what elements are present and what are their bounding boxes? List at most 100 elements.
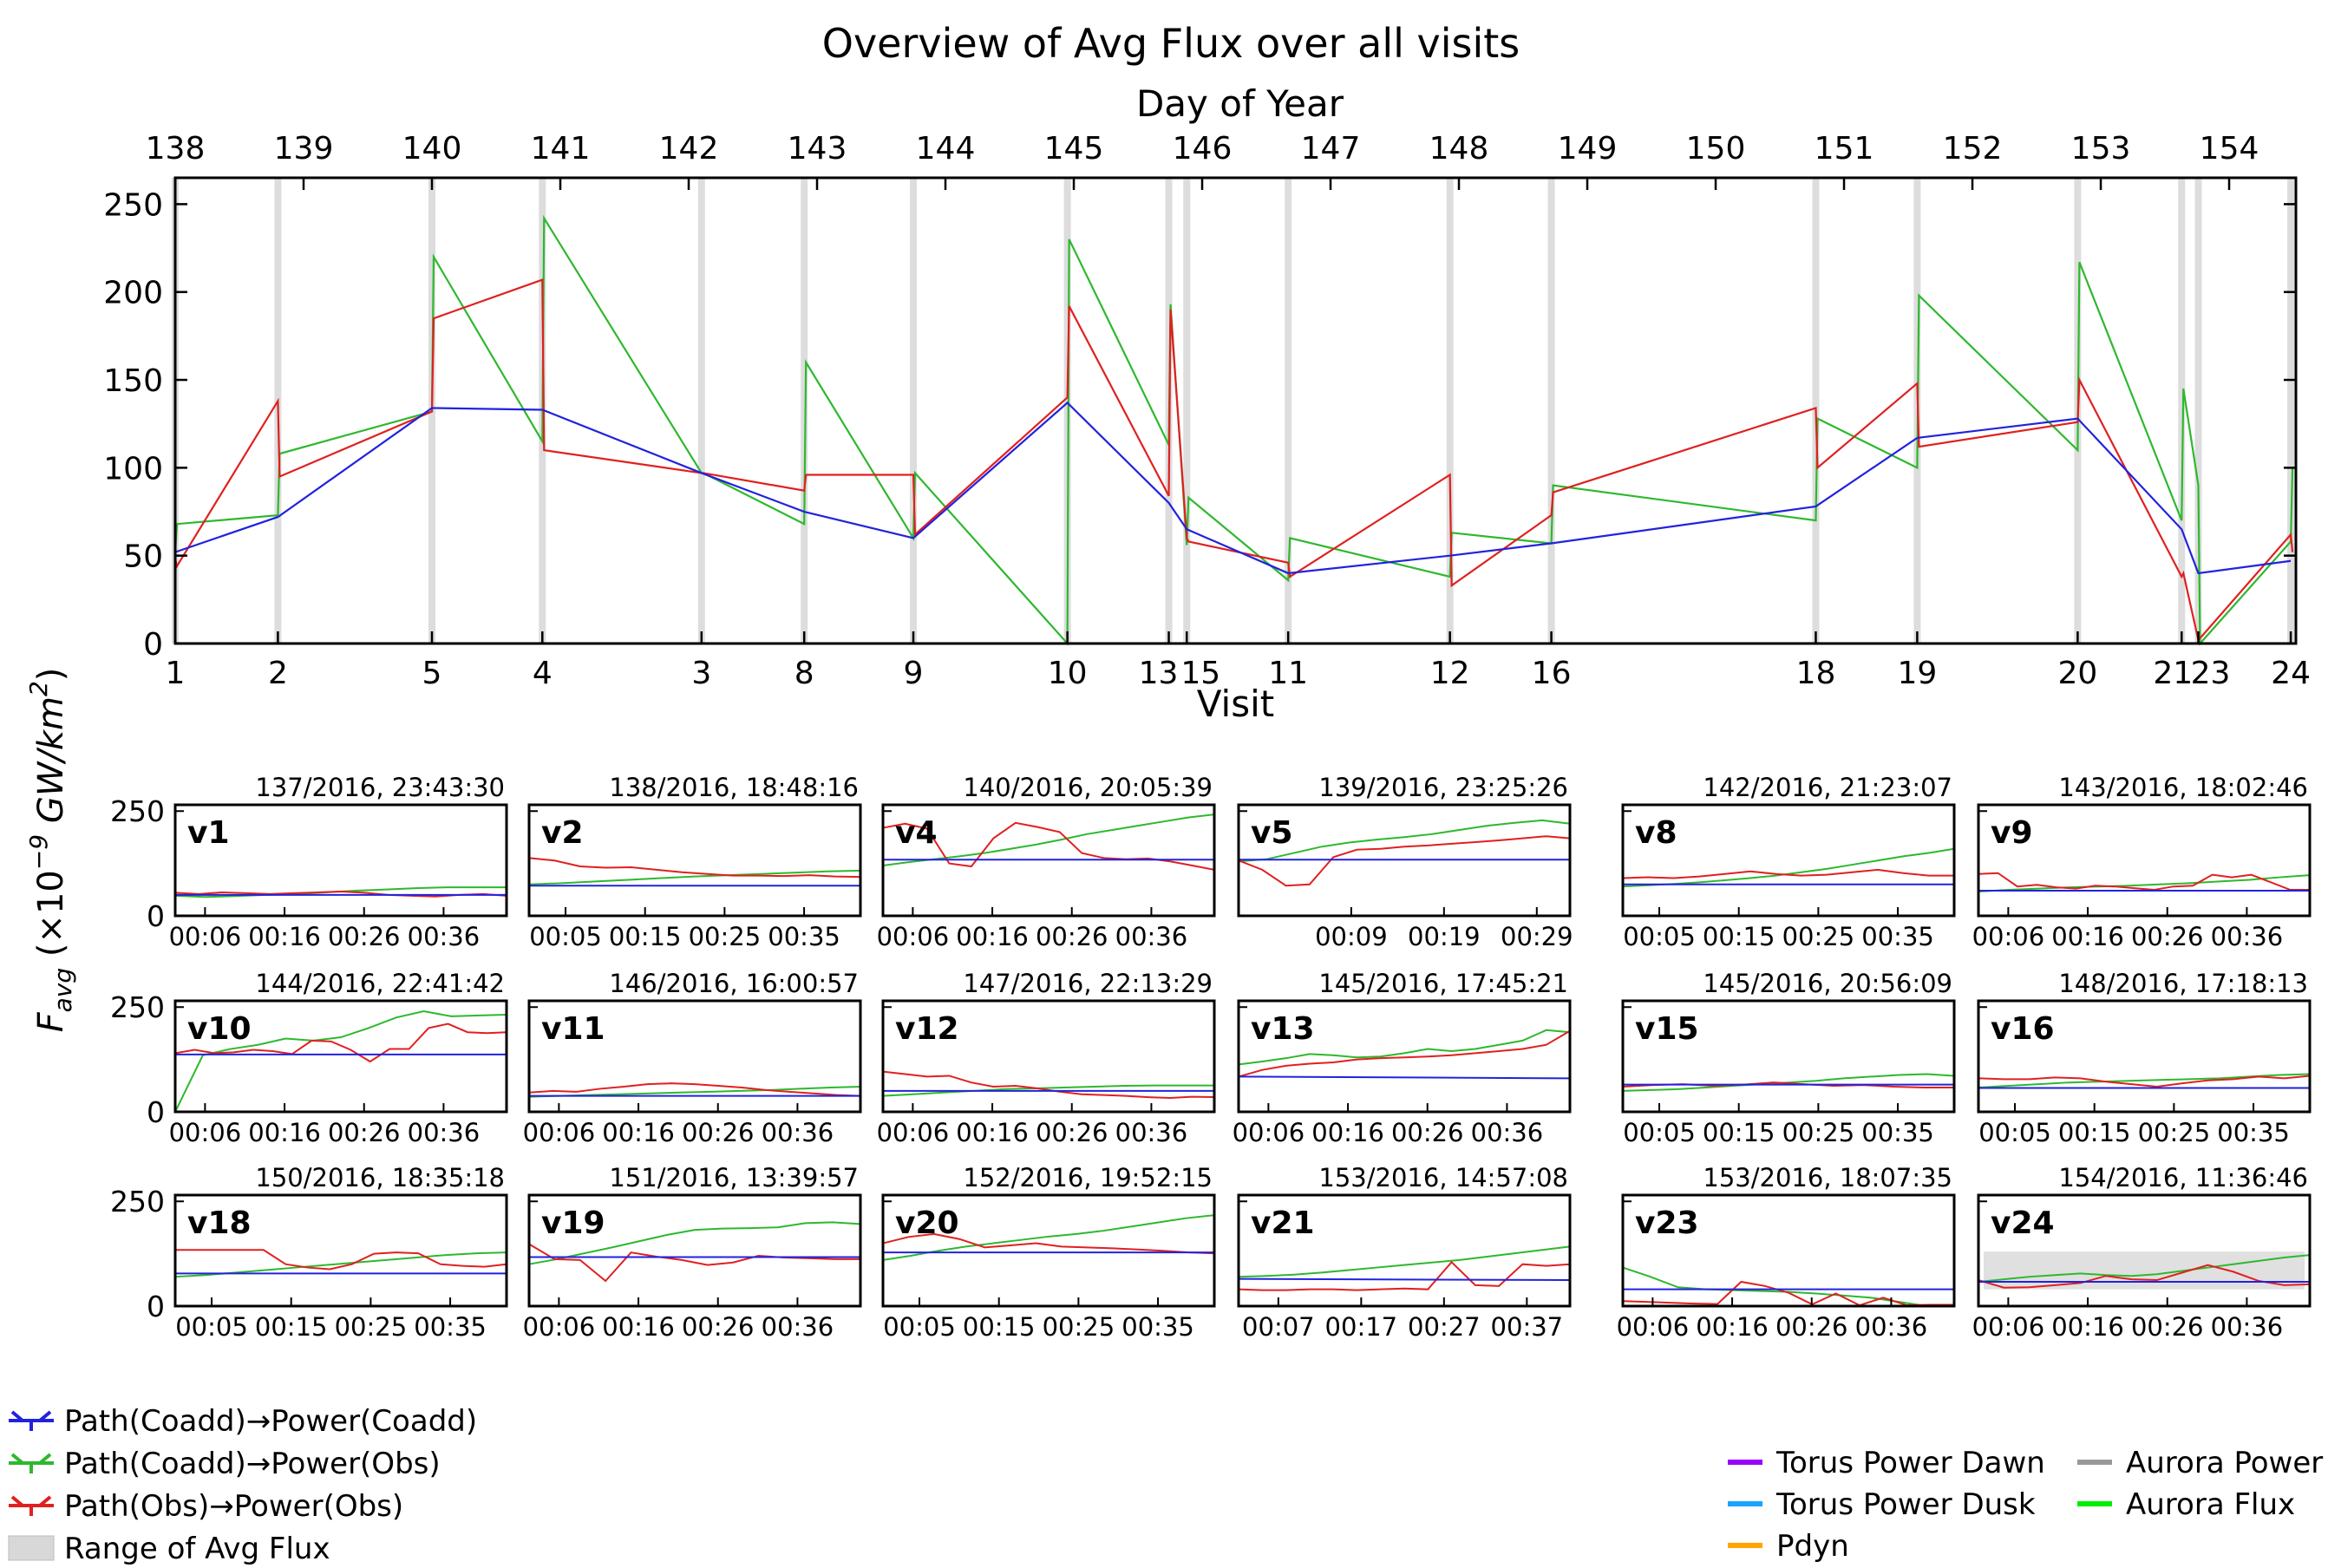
legend-right-label: Torus Power Dawn [1775, 1446, 2045, 1480]
panel-x-tick-label: 00:06 [877, 1118, 950, 1147]
panel-y-tick-label: 250 [110, 1185, 165, 1218]
panel-y-tick-label: 0 [147, 899, 165, 933]
panel-x-tick-label: 00:26 [2131, 1312, 2204, 1342]
panel-series-red [1978, 1264, 2311, 1289]
panel-timestamp: 151/2016, 13:39:57 [609, 1163, 859, 1192]
doy-tick-label: 148 [1429, 131, 1489, 167]
panel-visit-label: v5 [1251, 815, 1293, 851]
series-obs-obs [173, 278, 2294, 643]
legend-left-label: Range of Avg Flux [64, 1532, 330, 1566]
panel-x-tick-label: 00:15 [963, 1312, 1036, 1342]
panel-x-tick-label: 00:15 [1703, 1118, 1775, 1147]
panel-frame [1621, 803, 1956, 918]
panel-series-green [882, 1084, 1214, 1097]
legend-right-item: Pdyn [1728, 1529, 1849, 1564]
panel-x-tick-label: 00:25 [1782, 1118, 1855, 1147]
doy-tick-label: 150 [1686, 131, 1746, 167]
visit-tick-label: 13 [1139, 656, 1179, 691]
panel-x-tick-label: 00:06 [1972, 1312, 2045, 1342]
panel-timestamp: 143/2016, 18:02:46 [2058, 773, 2308, 802]
panel-x-tick-label: 00:17 [1325, 1312, 1398, 1342]
panel-visit-label: v19 [541, 1205, 605, 1241]
panel-x-tick-label: 00:35 [1861, 1118, 1934, 1147]
panel-visit-label: v24 [1991, 1205, 2055, 1241]
y-label-part: ) [31, 668, 71, 682]
y-tick-label: 150 [103, 363, 163, 399]
panel-x-tick-label: 00:36 [1115, 1118, 1188, 1147]
panel-timestamp: 140/2016, 20:05:39 [963, 773, 1213, 802]
panel-x-tick-label: 00:06 [1972, 922, 2045, 951]
panel-series-red [1238, 1260, 1571, 1291]
legend-left-item: Path(Coadd)→Power(Coadd) [9, 1404, 477, 1439]
legend-marker-left [10, 1495, 24, 1507]
panel-frame [173, 1193, 508, 1308]
visit-tick-label: 4 [533, 656, 553, 691]
panel-series-green [528, 1221, 861, 1265]
visit-band [1063, 178, 1071, 644]
panel-v5: v5 139/2016, 23:25:26 00:09 00:19 00:29 [1237, 773, 1573, 951]
legend-right-item: Torus Power Dawn [1728, 1446, 2045, 1480]
panel-series-green [882, 813, 1215, 867]
visit-tick-label: 9 [904, 656, 924, 691]
panel-series-green [1238, 1029, 1571, 1066]
visit-tick-label: 3 [691, 656, 711, 691]
visit-tick-label: 23 [2191, 656, 2231, 691]
panel-x-tick-label: 00:36 [1115, 922, 1188, 951]
panel-x-tick-label: 00:29 [1501, 922, 1573, 951]
panel-frame [1621, 1193, 1956, 1308]
panel-series-green [882, 1214, 1215, 1261]
panel-visit-label: v13 [1251, 1011, 1315, 1047]
panel-x-tick-label: 00:06 [523, 1118, 596, 1147]
visit-tick-label: 10 [1048, 656, 1088, 691]
panel-frame [527, 1193, 862, 1308]
panel-x-tick-label: 00:36 [408, 1118, 481, 1147]
panel-timestamp: 144/2016, 22:41:42 [255, 969, 505, 998]
panel-x-tick-label: 00:26 [328, 1118, 401, 1147]
panel-timestamp: 145/2016, 20:56:09 [1703, 969, 1952, 998]
panel-timestamp: 152/2016, 19:52:15 [963, 1163, 1213, 1192]
panel-x-tick-label: 00:15 [255, 1312, 328, 1342]
panel-y-tick-label: 0 [147, 1095, 165, 1129]
panel-x-tick-label: 00:35 [414, 1312, 487, 1342]
series-coadd-obs [173, 214, 2294, 646]
panel-x-tick-label: 00:25 [1782, 922, 1855, 951]
y-axis-label: Favg (×10−9 GW/km2) [24, 668, 77, 1033]
overview-axes-frame [173, 176, 2298, 645]
panel-frame [881, 1193, 1216, 1308]
panel-visit-label: v21 [1251, 1205, 1315, 1241]
panel-timestamp: 153/2016, 18:07:35 [1703, 1163, 1952, 1192]
visit-tick-label: 19 [1897, 656, 1937, 691]
panel-timestamp: 148/2016, 17:18:13 [2058, 969, 2308, 998]
panel-series-green [528, 869, 861, 885]
panel-series-red [528, 1243, 860, 1283]
panel-x-tick-label: 00:26 [1775, 1312, 1848, 1342]
doy-tick-label: 152 [1943, 131, 2003, 167]
panel-y-tick-label: 0 [147, 1290, 165, 1323]
panel-x-tick-label: 00:06 [1617, 1312, 1690, 1342]
x-axis-label: Visit [1197, 683, 1275, 725]
panel-visit-label: v8 [1635, 815, 1677, 851]
visit-band [697, 178, 705, 644]
panel-frame [527, 999, 862, 1114]
panel-x-tick-label: 00:06 [169, 1118, 242, 1147]
panel-visit-label: v4 [895, 815, 938, 851]
panel-x-tick-label: 00:25 [689, 922, 762, 951]
panel-x-tick-label: 00:35 [1861, 922, 1934, 951]
panel-visit-label: v12 [895, 1011, 959, 1047]
panel-visit-label: v20 [895, 1205, 959, 1241]
legend-marker-right [38, 1453, 52, 1465]
doy-tick-label: 141 [531, 131, 591, 167]
visit-band [1285, 178, 1292, 644]
panel-x-tick-label: 00:36 [762, 1118, 834, 1147]
legend-right-label: Pdyn [1776, 1529, 1849, 1564]
panel-x-tick-label: 00:09 [1315, 922, 1388, 951]
panel-series-green [1622, 1266, 1954, 1307]
